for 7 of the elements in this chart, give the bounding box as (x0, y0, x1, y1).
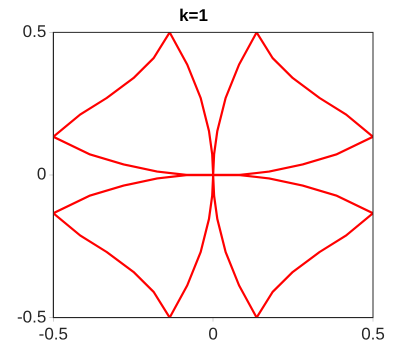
y-tick-label: 0 (36, 164, 46, 184)
x-tick-label: 0 (208, 324, 218, 344)
y-tick-label: 0.5 (22, 22, 46, 42)
chart-title: k=1 (179, 6, 208, 25)
x-tick-label: 0.5 (361, 324, 385, 344)
x-tick-label: -0.5 (38, 324, 68, 344)
y-tick-label: -0.5 (16, 307, 46, 326)
